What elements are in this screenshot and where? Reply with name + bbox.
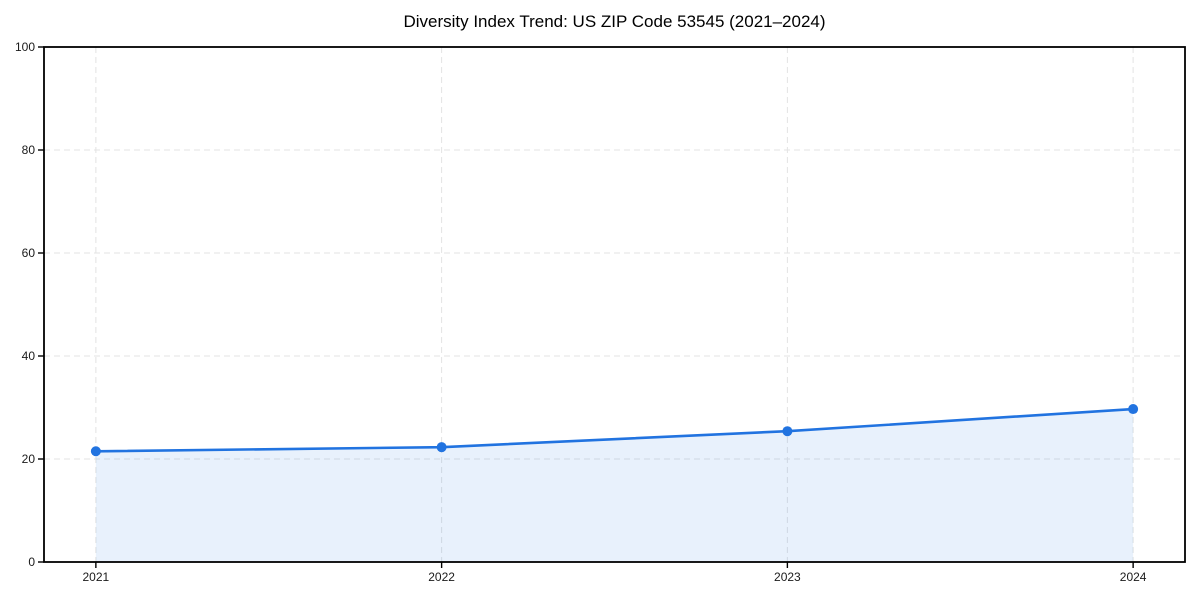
x-tick-label-2021: 2021 <box>82 570 110 584</box>
plot-area <box>38 46 1186 568</box>
y-tick-label-80: 80 <box>21 143 35 157</box>
x-tick-label-2023: 2023 <box>774 570 801 584</box>
y-tick-label-40: 40 <box>21 349 35 363</box>
area-fill <box>95 409 1134 562</box>
x-tick-label-2022: 2022 <box>428 570 455 584</box>
y-tick-label-100: 100 <box>14 40 35 54</box>
y-tick-label-60: 60 <box>21 246 35 260</box>
x-tick-label-2024: 2024 <box>1119 570 1147 584</box>
chart-svg <box>38 46 1186 568</box>
plot-frame <box>43 46 1186 563</box>
y-tick-label-20: 20 <box>21 452 35 466</box>
line-series-diversity-index <box>94 407 1135 453</box>
data-point-2024 <box>1128 404 1139 415</box>
chart-title: Diversity Index Trend: US ZIP Code 53545… <box>403 12 826 31</box>
data-point-2021 <box>90 446 101 457</box>
data-point-2022 <box>436 442 447 453</box>
y-tick-label-0: 0 <box>28 555 35 569</box>
data-point-2023 <box>782 426 793 437</box>
